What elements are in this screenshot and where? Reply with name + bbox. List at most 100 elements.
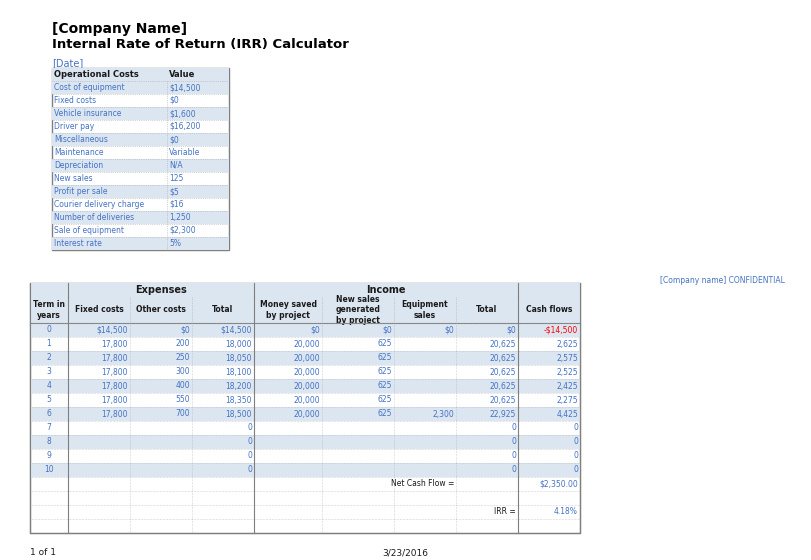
Text: Expenses: Expenses [135, 285, 187, 295]
Text: 0: 0 [573, 437, 578, 446]
Text: [Company name] CONFIDENTIAL: [Company name] CONFIDENTIAL [660, 276, 785, 285]
Text: Total: Total [212, 306, 234, 315]
Text: $16,200: $16,200 [169, 122, 200, 131]
Text: $0: $0 [169, 96, 178, 105]
Text: 625: 625 [377, 367, 392, 376]
Text: N/A: N/A [169, 161, 182, 170]
Text: $5: $5 [169, 187, 178, 196]
Text: 20,000: 20,000 [294, 381, 320, 390]
Text: IRR =: IRR = [494, 507, 516, 516]
Text: 250: 250 [175, 353, 190, 362]
Text: 300: 300 [175, 367, 190, 376]
Text: 4: 4 [46, 381, 51, 390]
Text: 0: 0 [247, 437, 252, 446]
Text: Profit per sale: Profit per sale [54, 187, 108, 196]
Text: 20,000: 20,000 [294, 367, 320, 376]
Text: 0: 0 [247, 423, 252, 432]
Text: 6: 6 [46, 409, 51, 418]
Text: 550: 550 [175, 395, 190, 404]
Text: Variable: Variable [169, 148, 200, 157]
Text: 3/23/2016: 3/23/2016 [382, 548, 428, 557]
Text: 17,800: 17,800 [101, 367, 128, 376]
Text: 18,050: 18,050 [225, 353, 252, 362]
Bar [30, 435, 580, 449]
Text: Cost of equipment: Cost of equipment [54, 83, 125, 92]
Text: 3: 3 [46, 367, 51, 376]
Text: Interest rate: Interest rate [54, 239, 102, 248]
Bar [30, 297, 580, 323]
Text: 20,625: 20,625 [490, 339, 516, 348]
Text: 20,625: 20,625 [490, 395, 516, 404]
Text: 0: 0 [511, 451, 516, 460]
Text: Other costs: Other costs [136, 306, 186, 315]
Text: 8: 8 [46, 437, 51, 446]
Text: 0: 0 [573, 451, 578, 460]
Text: 20,000: 20,000 [294, 409, 320, 418]
Text: 17,800: 17,800 [101, 381, 128, 390]
Text: 10: 10 [44, 465, 54, 474]
Text: 0: 0 [573, 465, 578, 474]
Bar [52, 211, 229, 224]
Text: $0: $0 [311, 325, 320, 334]
Text: Sale of equipment: Sale of equipment [54, 226, 124, 235]
Text: 2: 2 [46, 353, 51, 362]
Text: $16: $16 [169, 200, 183, 209]
Bar [52, 107, 229, 120]
Text: Cash flows: Cash flows [526, 306, 573, 315]
Bar [52, 237, 229, 250]
Text: 9: 9 [46, 451, 51, 460]
Text: Term in
years: Term in years [33, 300, 65, 320]
Text: Vehicle insurance: Vehicle insurance [54, 109, 122, 118]
Bar [30, 379, 580, 393]
Text: 2,425: 2,425 [556, 381, 578, 390]
Text: $14,500: $14,500 [169, 83, 200, 92]
Text: 0: 0 [247, 465, 252, 474]
Text: 625: 625 [377, 395, 392, 404]
Text: [Company Name]: [Company Name] [52, 22, 187, 36]
Text: 1,250: 1,250 [169, 213, 191, 222]
Text: 2,575: 2,575 [556, 353, 578, 362]
Text: Income: Income [367, 285, 406, 295]
Text: 4.18%: 4.18% [554, 507, 578, 516]
Text: 625: 625 [377, 339, 392, 348]
Text: [Date]: [Date] [52, 58, 84, 68]
Text: 17,800: 17,800 [101, 353, 128, 362]
Bar [30, 283, 580, 533]
Text: Net Cash Flow =: Net Cash Flow = [391, 479, 454, 488]
Bar [52, 81, 229, 94]
Text: $0: $0 [444, 325, 454, 334]
Text: Money saved
by project: Money saved by project [260, 300, 316, 320]
Text: 0: 0 [247, 451, 252, 460]
Text: Driver pay: Driver pay [54, 122, 94, 131]
Text: 2,275: 2,275 [556, 395, 578, 404]
Text: 20,625: 20,625 [490, 381, 516, 390]
Text: Internal Rate of Return (IRR) Calculator: Internal Rate of Return (IRR) Calculator [52, 38, 349, 51]
Bar [52, 133, 229, 146]
Text: 17,800: 17,800 [101, 395, 128, 404]
Text: 18,200: 18,200 [225, 381, 252, 390]
Text: New sales
generated
by project: New sales generated by project [336, 295, 380, 325]
Text: 2,300: 2,300 [432, 409, 454, 418]
Text: Fixed costs: Fixed costs [54, 96, 97, 105]
Text: $2,350.00: $2,350.00 [539, 479, 578, 488]
Text: 625: 625 [377, 353, 392, 362]
Text: $0: $0 [180, 325, 190, 334]
Text: $1,600: $1,600 [169, 109, 195, 118]
Text: 5%: 5% [169, 239, 181, 248]
Bar [30, 463, 580, 477]
Text: 22,925: 22,925 [490, 409, 516, 418]
Text: 18,000: 18,000 [225, 339, 252, 348]
Text: $14,500: $14,500 [97, 325, 128, 334]
Text: 20,000: 20,000 [294, 339, 320, 348]
Text: New sales: New sales [54, 174, 92, 183]
Text: Operational Costs: Operational Costs [54, 70, 139, 79]
Text: 4,425: 4,425 [556, 409, 578, 418]
Text: -$14,500: -$14,500 [543, 325, 578, 334]
Bar [52, 68, 229, 81]
Text: Number of deliveries: Number of deliveries [54, 213, 134, 222]
Text: 20,000: 20,000 [294, 395, 320, 404]
Text: 0: 0 [46, 325, 51, 334]
Text: 2,625: 2,625 [556, 339, 578, 348]
Text: 17,800: 17,800 [101, 409, 128, 418]
Text: Courier delivery charge: Courier delivery charge [54, 200, 144, 209]
